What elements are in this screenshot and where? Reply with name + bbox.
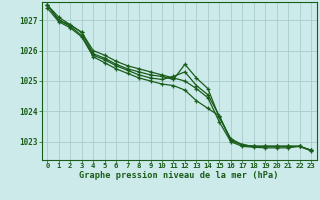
- X-axis label: Graphe pression niveau de la mer (hPa): Graphe pression niveau de la mer (hPa): [79, 171, 279, 180]
